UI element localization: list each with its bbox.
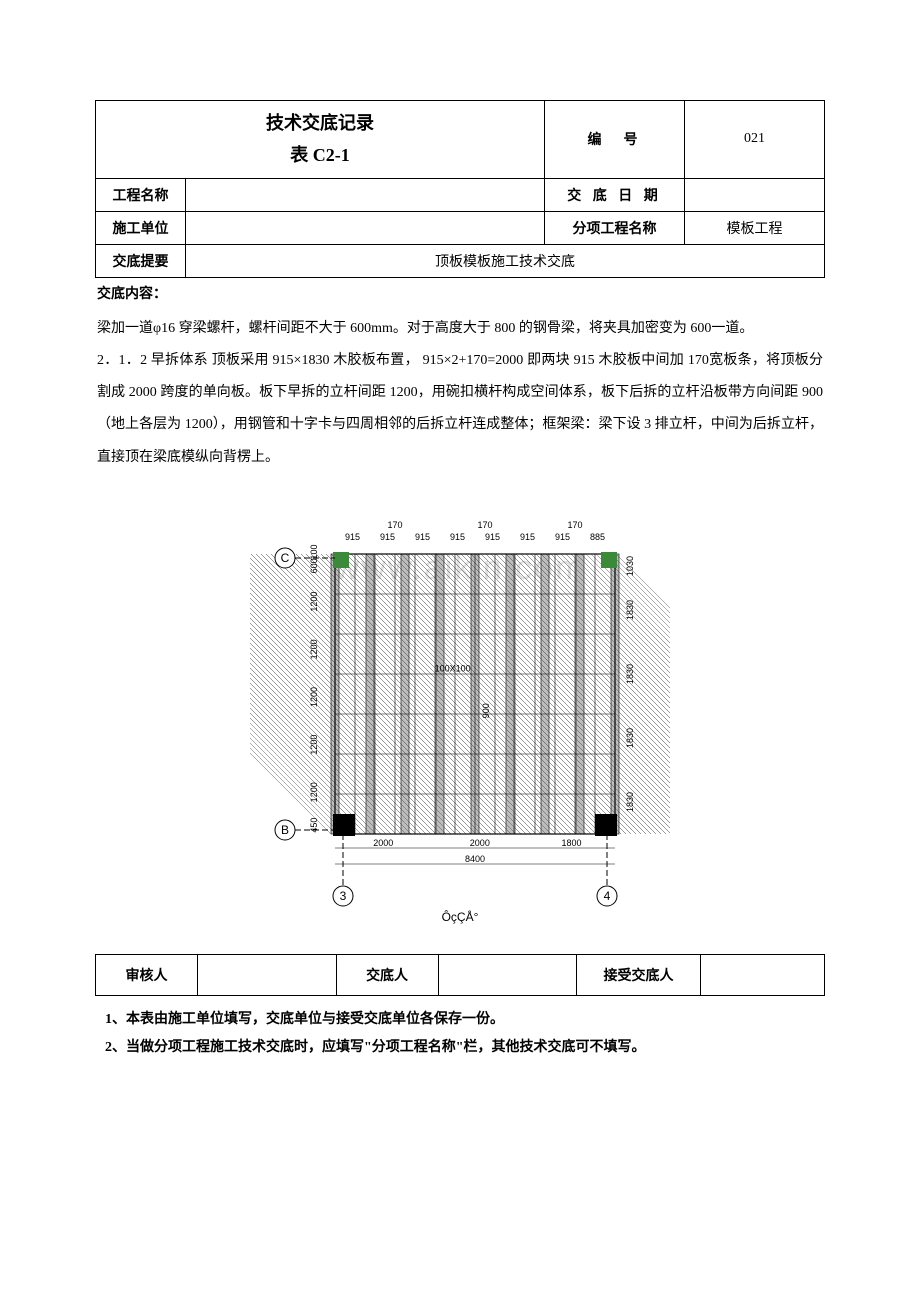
svg-text:C: C	[281, 551, 290, 565]
header-table: 技术交底记录 表 C2-1 编 号 021 工程名称 交 底 日 期 施工单位 …	[95, 100, 825, 278]
number-value: 021	[685, 101, 825, 179]
svg-text:8400: 8400	[465, 854, 485, 864]
svg-text:170: 170	[387, 520, 402, 530]
svg-text:600: 600	[309, 558, 319, 573]
disclosure-date-label: 交 底 日 期	[545, 178, 685, 211]
svg-text:1200: 1200	[309, 591, 319, 611]
receiver-value	[701, 954, 825, 995]
svg-text:915: 915	[555, 532, 570, 542]
svg-text:1830: 1830	[625, 728, 635, 748]
svg-text:ÔçÇÅ°: ÔçÇÅ°	[442, 909, 479, 924]
content-label: 交底内容：	[95, 278, 825, 308]
project-name-label: 工程名称	[96, 178, 186, 211]
svg-text:915: 915	[485, 532, 500, 542]
svg-text:170: 170	[567, 520, 582, 530]
svg-text:915: 915	[345, 532, 360, 542]
diagram-wrap: www.aikin.com CB341701701709159159159159…	[95, 494, 825, 954]
content-body: 梁加一道φ16 穿梁螺杆，螺杆间距不大于 600mm。对于高度大于 800 的钢…	[95, 308, 825, 494]
svg-text:1830: 1830	[625, 600, 635, 620]
svg-text:900: 900	[481, 703, 491, 718]
svg-text:1200: 1200	[309, 687, 319, 707]
structural-diagram: www.aikin.com CB341701701709159159159159…	[250, 509, 670, 929]
content-para2: 2．1．2 早拆体系 顶板采用 915×1830 木胶板布置， 915×2+17…	[97, 345, 823, 474]
sub-project-label: 分项工程名称	[545, 211, 685, 244]
content-para1: 梁加一道φ16 穿梁螺杆，螺杆间距不大于 600mm。对于高度大于 800 的钢…	[97, 313, 823, 345]
reviewer-label: 审核人	[96, 954, 198, 995]
svg-text:170: 170	[477, 520, 492, 530]
svg-text:100X100: 100X100	[435, 663, 471, 673]
svg-text:915: 915	[520, 532, 535, 542]
notes-section: 1、本表由施工单位填写，交底单位与接受交底单位各保存一份。 2、当做分项工程施工…	[95, 996, 825, 1062]
svg-text:1200: 1200	[309, 734, 319, 754]
sub-project-value: 模板工程	[685, 211, 825, 244]
title-cell: 技术交底记录 表 C2-1	[96, 101, 545, 179]
note-2: 2、当做分项工程施工技术交底时，应填写"分项工程名称"栏，其他技术交底可不填写。	[105, 1034, 825, 1062]
construction-unit-label: 施工单位	[96, 211, 186, 244]
svg-text:4: 4	[604, 889, 611, 903]
construction-unit-value	[186, 211, 545, 244]
discloser-label: 交底人	[336, 954, 438, 995]
diagram-svg: C B 3 4 170 170 170 915 915 915 915 915 915 915 885 100…	[250, 509, 670, 929]
outline-label: 交底提要	[96, 244, 186, 277]
svg-text:3: 3	[340, 889, 347, 903]
svg-text:100: 100	[309, 544, 319, 559]
number-label: 编 号	[545, 101, 685, 179]
svg-text:1200: 1200	[309, 782, 319, 802]
title-line1: 技术交底记录	[104, 107, 536, 139]
svg-text:885: 885	[590, 532, 605, 542]
footer-table: 审核人 交底人 接受交底人	[95, 954, 825, 996]
svg-text:B: B	[281, 823, 289, 837]
svg-text:915: 915	[415, 532, 430, 542]
svg-text:915: 915	[380, 532, 395, 542]
receiver-label: 接受交底人	[577, 954, 701, 995]
svg-text:915: 915	[450, 532, 465, 542]
disclosure-date-value	[685, 178, 825, 211]
svg-text:1800: 1800	[562, 838, 582, 848]
svg-text:450: 450	[309, 817, 319, 832]
svg-text:2000: 2000	[373, 838, 393, 848]
svg-text:1200: 1200	[309, 639, 319, 659]
note-1: 1、本表由施工单位填写，交底单位与接受交底单位各保存一份。	[105, 1006, 825, 1034]
reviewer-value	[198, 954, 337, 995]
svg-text:1830: 1830	[625, 664, 635, 684]
svg-text:1030: 1030	[625, 556, 635, 576]
svg-text:2000: 2000	[470, 838, 490, 848]
svg-text:1830: 1830	[625, 792, 635, 812]
project-name-value	[186, 178, 545, 211]
outline-value: 顶板模板施工技术交底	[186, 244, 825, 277]
discloser-value	[438, 954, 577, 995]
title-line2: 表 C2-1	[104, 139, 536, 171]
